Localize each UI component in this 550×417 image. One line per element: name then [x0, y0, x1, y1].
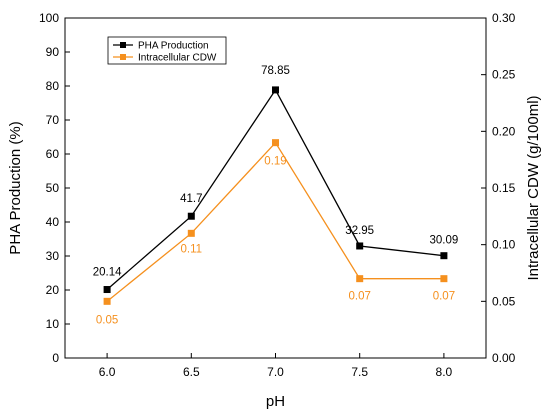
legend-marker-swatch [120, 42, 126, 48]
data-label: 0.19 [264, 156, 286, 168]
y-right-tick-label: 0.30 [492, 11, 516, 25]
y-right-tick-label: 0.10 [492, 238, 516, 252]
data-point-marker [103, 297, 111, 305]
y-left-tick-label: 50 [46, 181, 60, 195]
data-point-marker [272, 139, 279, 147]
data-label: 78.85 [261, 65, 290, 77]
series-line [106, 88, 444, 291]
data-point-marker [356, 275, 364, 283]
series-intracellular-cdw [103, 139, 448, 305]
legend-box [107, 36, 227, 65]
y-axis-left-title: PHA Production (%) [7, 121, 24, 254]
data-point-marker [187, 229, 195, 237]
y-left-tick-label: 0 [52, 351, 59, 365]
x-tick-label: 7.0 [267, 365, 284, 379]
x-tick-label: 6.5 [183, 365, 200, 379]
data-point-marker [440, 275, 448, 283]
y-right-tick-label: 0.15 [492, 181, 516, 195]
y-left-tick-label: 30 [46, 249, 60, 263]
x-tick-label: 6.0 [99, 365, 116, 379]
data-label: 0.07 [433, 291, 455, 303]
x-tick-label: 7.5 [351, 365, 368, 379]
y-right-tick-label: 0.00 [492, 351, 516, 365]
x-tick-label: 8.0 [436, 365, 453, 379]
data-point-marker [103, 286, 111, 294]
legend-entry-label: PHA Production [138, 41, 209, 52]
data-point-marker [187, 212, 195, 220]
y-left-tick-label: 60 [46, 147, 60, 161]
y-axis-right-title: Intracellular CDW (g/100ml) [525, 95, 542, 280]
series-pha-production [103, 86, 448, 294]
data-label: 41.7 [180, 193, 202, 205]
legend-marker-swatch [120, 54, 126, 60]
data-label: 0.07 [349, 291, 371, 303]
y-left-tick-label: 70 [46, 113, 60, 127]
legend-entry-label: Intracellular CDW [138, 53, 217, 64]
y-right-tick-label: 0.25 [492, 68, 516, 82]
data-labels: 20.14 41.7 78.85 32.95 30.09 0.05 0.11 0.19 0.07… [93, 65, 459, 326]
data-label: 32.95 [345, 225, 374, 237]
y-left-tick-label: 40 [46, 215, 60, 229]
y-left-tick-label: 100 [39, 11, 59, 25]
data-point-marker [356, 242, 364, 250]
y-right-tick-label: 0.20 [492, 124, 516, 138]
y-left-tick-label: 90 [46, 45, 60, 59]
axes: 0 10 20 30 40 50 60 70 80 90 100 0.00 0.05 0.10 0.15 0.… [39, 11, 516, 379]
y-right-tick-label: 0.05 [492, 294, 516, 308]
x-axis-title: pH [266, 393, 285, 410]
y-left-tick-label: 80 [46, 79, 60, 93]
y-left-tick-label: 10 [46, 317, 60, 331]
y-left-tick-label: 20 [46, 283, 60, 297]
data-label: 20.14 [93, 267, 122, 279]
data-label: 0.05 [96, 314, 118, 326]
data-point-marker [272, 86, 279, 94]
data-label: 0.11 [181, 243, 203, 255]
series-layer [103, 86, 448, 305]
data-label: 30.09 [430, 235, 459, 247]
data-point-marker [440, 252, 448, 260]
